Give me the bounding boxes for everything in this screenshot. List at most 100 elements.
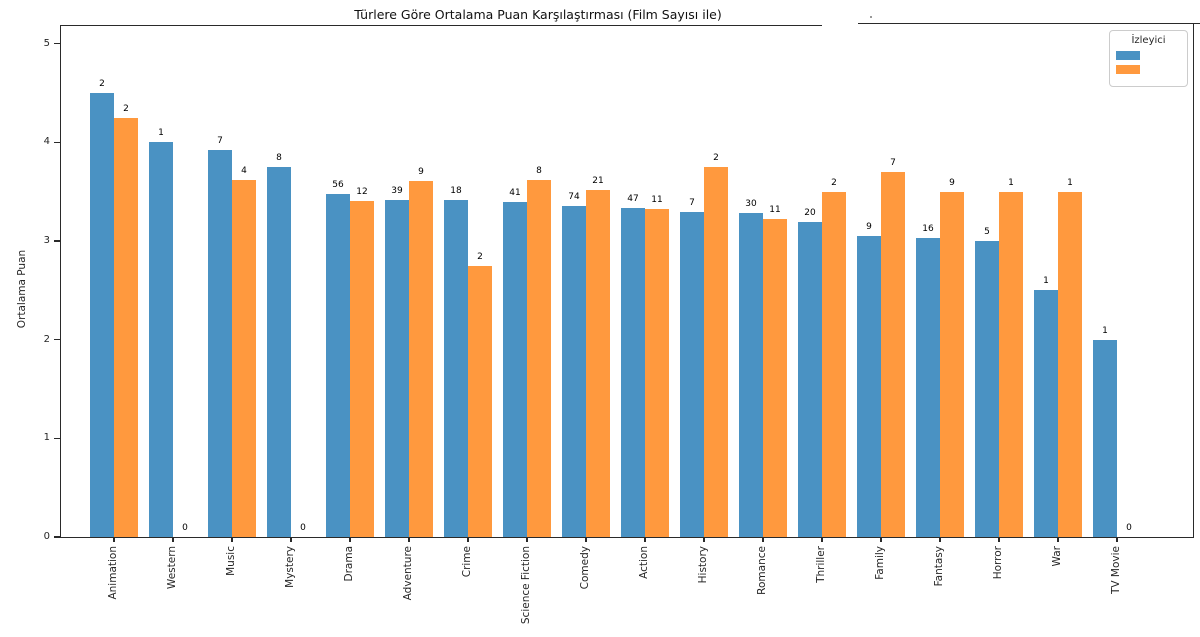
bar (680, 212, 704, 537)
bar (1093, 339, 1117, 537)
bar-value-label: 0 (182, 523, 188, 533)
plot-area: 0 1 2 3 4 5 Animation Western Music Mystery Drama A… (44, 25, 1193, 624)
bottom-spine (60, 536, 1194, 538)
x-tick-mark (349, 537, 351, 542)
bar (916, 238, 940, 537)
y-tick-mark (54, 437, 60, 439)
x-tick-mark (526, 537, 528, 542)
bar-value-label: 20 (804, 208, 816, 219)
x-tick-label: TV Movie (1110, 546, 1123, 595)
bar-value-label: 9 (866, 222, 872, 233)
x-tick-label: Action (638, 546, 651, 579)
chart-title: Türlere Göre Ortalama Puan Karşılaştırma… (354, 7, 722, 22)
bar (739, 213, 763, 537)
bar (1058, 191, 1082, 537)
x-tick-mark (585, 537, 587, 542)
y-tick-label: 2 (43, 333, 50, 345)
bar-value-label: 2 (99, 79, 105, 90)
legend-entry (1116, 50, 1187, 60)
legend-swatch-orange (1116, 64, 1140, 74)
x-tick-label: History (697, 546, 710, 584)
right-spine (1193, 24, 1195, 538)
bar (586, 189, 610, 537)
x-tick-label: Animation (107, 546, 120, 600)
bar-value-label: 2 (123, 103, 129, 114)
bar-value-label: 7 (217, 136, 223, 147)
bar-value-label: 39 (391, 185, 403, 196)
bar-value-label: 21 (592, 175, 604, 186)
bar (763, 219, 787, 537)
legend-entry (1116, 64, 1187, 74)
bar (940, 191, 964, 537)
y-tick-mark (54, 141, 60, 144)
y-tick-mark (54, 339, 60, 341)
x-tick-label: Horror (992, 546, 1005, 580)
bar-value-label: 41 (509, 187, 521, 198)
x-tick-mark (408, 537, 410, 542)
y-tick-label: 4 (43, 136, 50, 148)
bar-value-label: 9 (418, 166, 424, 177)
bar (562, 205, 586, 537)
bar (881, 171, 905, 537)
bar-value-label: 1 (1008, 177, 1014, 188)
legend-title: İzleyici (1131, 35, 1166, 46)
bar (350, 200, 374, 537)
bar (90, 93, 114, 537)
bar-value-label: 12 (356, 186, 368, 197)
bar-value-label: 7 (689, 198, 695, 209)
x-tick-label: Romance (756, 546, 769, 595)
bar-value-label: 1 (1043, 276, 1049, 287)
x-tick-mark (998, 537, 1000, 542)
bar-value-label: 30 (745, 199, 757, 210)
y-tick-label: 0 (43, 531, 50, 542)
y-tick-label: 1 (43, 432, 50, 444)
bar (444, 199, 468, 537)
y-axis-label: Ortalama Puan (16, 249, 28, 329)
x-tick-label: War (1051, 546, 1064, 567)
x-tick-mark (939, 537, 941, 542)
bar (149, 142, 173, 537)
bar-value-label: 7 (890, 157, 896, 168)
bar (267, 167, 291, 537)
bar-value-label: 1 (158, 128, 164, 139)
x-tick-label: Mystery (284, 546, 297, 588)
bar-value-label: 18 (450, 185, 462, 196)
bar-value-label: 2 (477, 251, 483, 262)
x-tick-label: Adventure (402, 546, 415, 601)
left-spine (60, 25, 62, 538)
bar-value-label: 0 (1126, 523, 1132, 533)
bar (527, 179, 551, 537)
bar-value-label: 4 (241, 165, 247, 176)
x-tick-mark (172, 537, 174, 542)
bar-value-label: 8 (536, 165, 542, 176)
bar-value-label: 1 (1067, 177, 1073, 188)
top-spine (60, 24, 822, 26)
bar (857, 236, 881, 537)
bar-value-label: 11 (769, 205, 781, 216)
bar-value-label: 16 (922, 224, 934, 235)
bar-value-label: 5 (984, 227, 990, 238)
bar (975, 241, 999, 537)
x-tick-mark (290, 537, 292, 542)
bar (114, 117, 138, 537)
x-tick-mark (113, 537, 115, 542)
x-tick-mark (231, 537, 233, 542)
x-tick-label: Fantasy (933, 546, 946, 587)
bar (503, 201, 527, 537)
bar-value-label: 11 (651, 195, 663, 206)
x-tick-mark (762, 537, 764, 542)
legend: İzleyici (1109, 30, 1188, 87)
x-tick-mark (821, 537, 823, 542)
bar (704, 167, 728, 537)
bar (798, 222, 822, 537)
bar-value-label: 2 (713, 153, 719, 164)
bar-value-label: 0 (300, 523, 306, 533)
x-tick-mark (644, 537, 646, 542)
bar (999, 191, 1023, 537)
bar (468, 265, 492, 537)
x-tick-mark (1116, 537, 1118, 542)
bar-value-label: 2 (831, 177, 837, 188)
y-tick-mark (54, 43, 60, 45)
x-tick-label: Crime (461, 546, 474, 578)
